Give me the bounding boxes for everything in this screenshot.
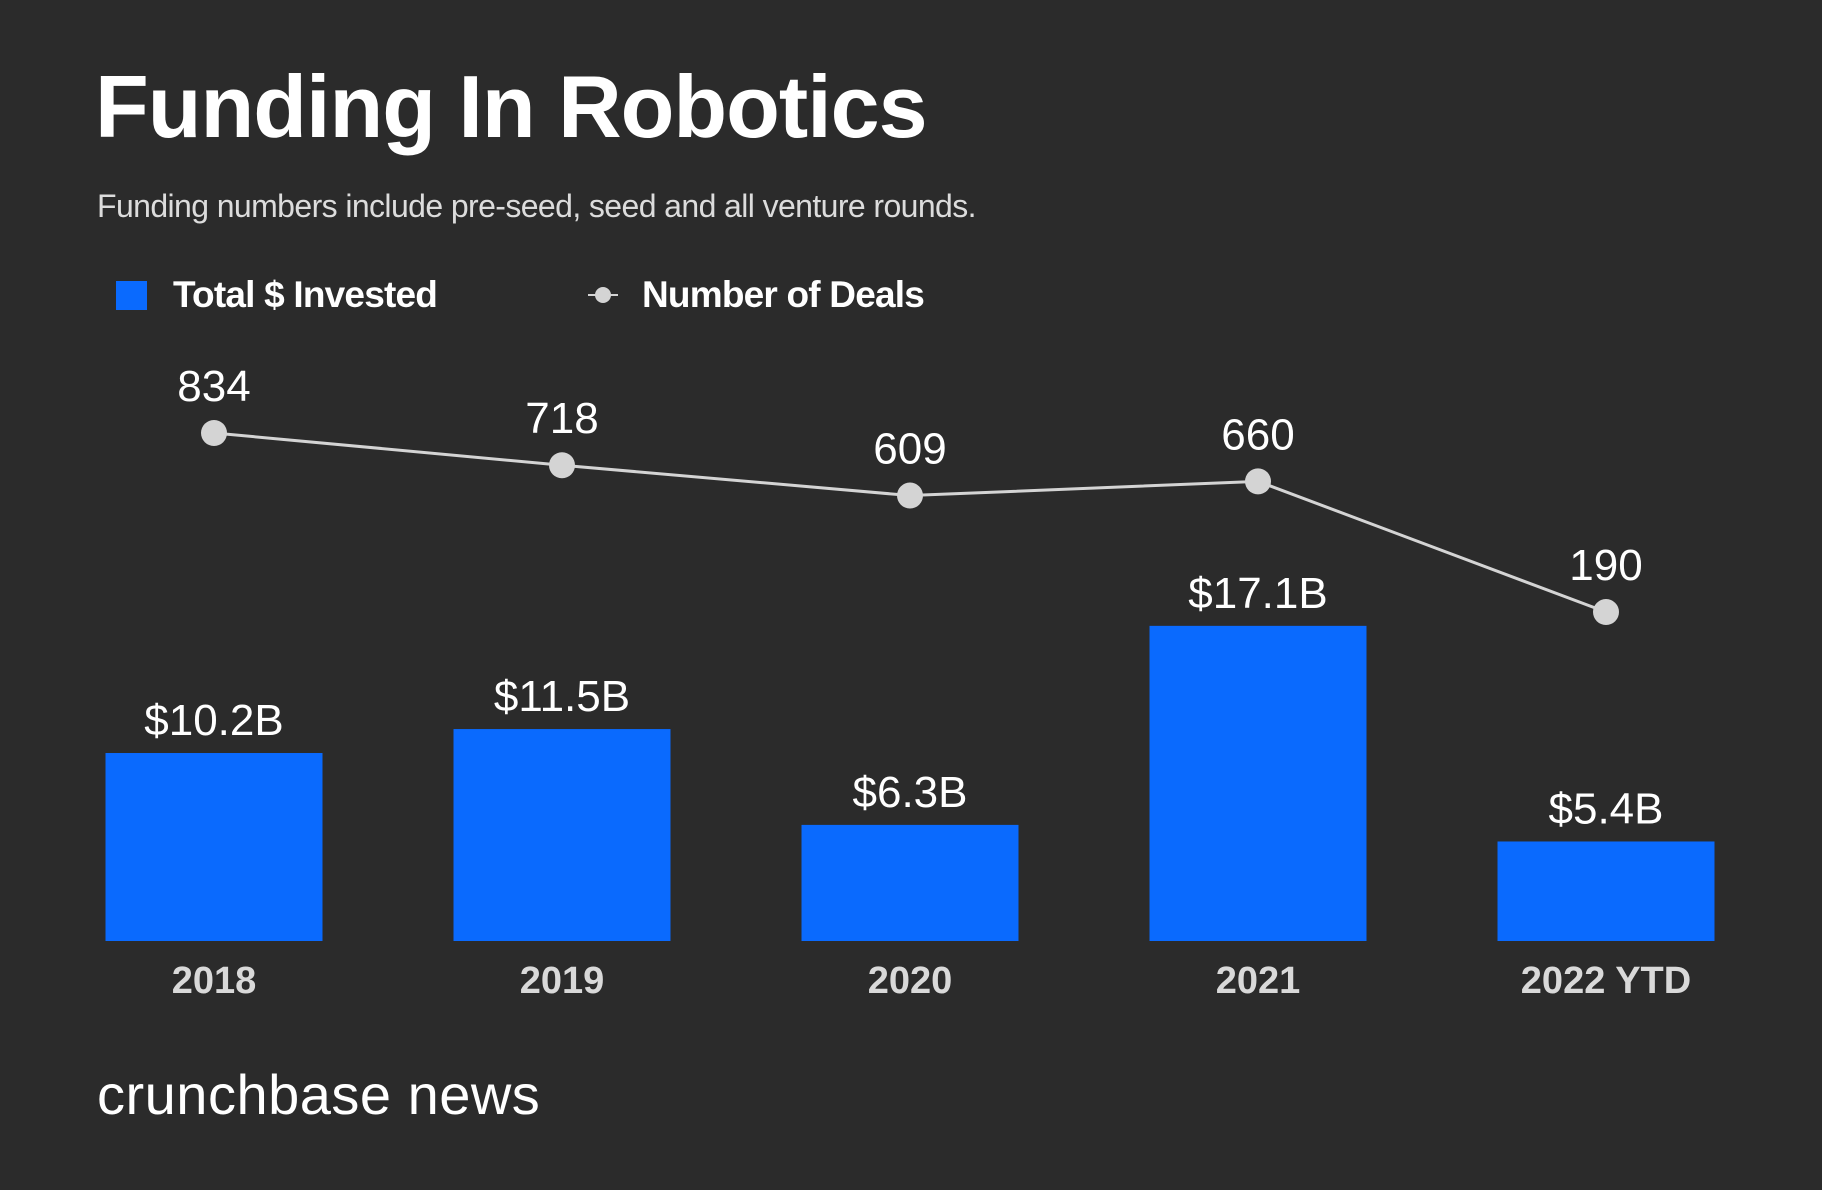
legend-label: Total $ Invested [173,274,438,315]
deals-value-label: 609 [873,425,946,474]
deals-point [1245,468,1271,495]
bar-2020 [801,824,1019,941]
bar-value-label: $5.4B [1549,784,1664,833]
deals-value-label: 718 [525,394,598,443]
x-tick-label: 2018 [172,960,257,1002]
brand-logo: crunchbase news [97,1063,541,1126]
bar-2021 [1149,625,1367,941]
x-tick-label: 2019 [520,960,605,1002]
bar-value-label: $17.1B [1188,569,1327,618]
deals-value-label: 190 [1569,541,1642,590]
legend-item-total-invested: Total $ Invested [116,274,438,316]
deals-point [897,482,923,509]
bar-2022-ytd [1497,841,1715,941]
deals-point [549,452,575,479]
legend-label: Number of Deals [642,274,925,315]
deals-point [201,420,227,446]
bar-2018 [105,753,323,941]
deals-value-label: 834 [177,362,250,411]
x-tick-label: 2022 YTD [1521,960,1691,1002]
bar-value-label: $11.5B [494,672,630,721]
legend-item-number-of-deals: Number of Deals [588,274,925,316]
bar-2019 [453,729,671,941]
bar-value-label: $6.3B [853,768,968,817]
deals-point [1593,599,1619,626]
chart-title: Funding In Robotics [95,57,928,156]
x-tick-label: 2021 [1216,960,1301,1002]
x-tick-label: 2020 [868,960,953,1002]
bar-value-label: $10.2B [144,696,283,745]
deals-value-label: 660 [1221,410,1294,459]
chart-subtitle: Funding numbers include pre-seed, seed a… [97,188,977,224]
legend-square-icon [116,280,147,310]
legend-line-dot-icon [588,280,618,310]
